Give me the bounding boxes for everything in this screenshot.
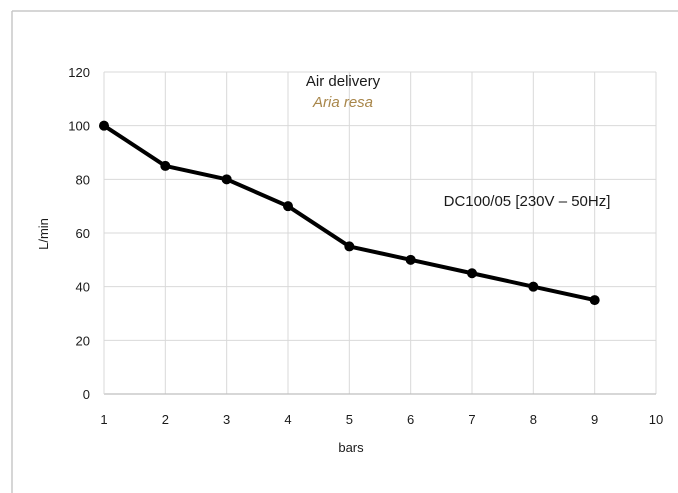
- x-tick-label: 6: [407, 412, 414, 427]
- x-tick-label: 8: [530, 412, 537, 427]
- data-point: [99, 120, 109, 131]
- y-tick-label: 20: [76, 333, 90, 348]
- chart-subtitle: Aria resa: [312, 94, 373, 111]
- x-tick-label: 2: [162, 412, 169, 427]
- data-point: [528, 281, 539, 292]
- chart-annotation: DC100/05 [230V – 50Hz]: [444, 193, 611, 210]
- x-tick-label: 1: [100, 412, 107, 427]
- y-tick-label: 40: [76, 280, 90, 295]
- y-tick-label: 60: [76, 226, 90, 241]
- y-tick-label: 100: [68, 119, 90, 134]
- x-tick-label: 5: [346, 412, 353, 427]
- data-point: [283, 201, 293, 212]
- y-tick-label: 80: [76, 172, 90, 187]
- y-tick-label: 0: [83, 387, 90, 402]
- data-point: [589, 295, 600, 306]
- chart-title: Air delivery: [306, 73, 381, 90]
- x-tick-label: 3: [223, 412, 230, 427]
- data-point: [467, 268, 477, 279]
- series: [99, 120, 600, 306]
- x-axis-label: bars: [338, 440, 364, 455]
- data-point: [160, 160, 171, 171]
- x-tick-label: 9: [591, 412, 598, 427]
- x-tick-label: 7: [468, 412, 475, 427]
- data-point: [344, 241, 355, 252]
- grid: [104, 71, 657, 394]
- y-tick-label: 120: [68, 65, 90, 80]
- data-point: [221, 174, 232, 185]
- x-tick-label: 10: [649, 412, 663, 427]
- data-point: [405, 254, 416, 265]
- y-axis-label: L/min: [36, 218, 51, 250]
- x-tick-label: 4: [284, 412, 291, 427]
